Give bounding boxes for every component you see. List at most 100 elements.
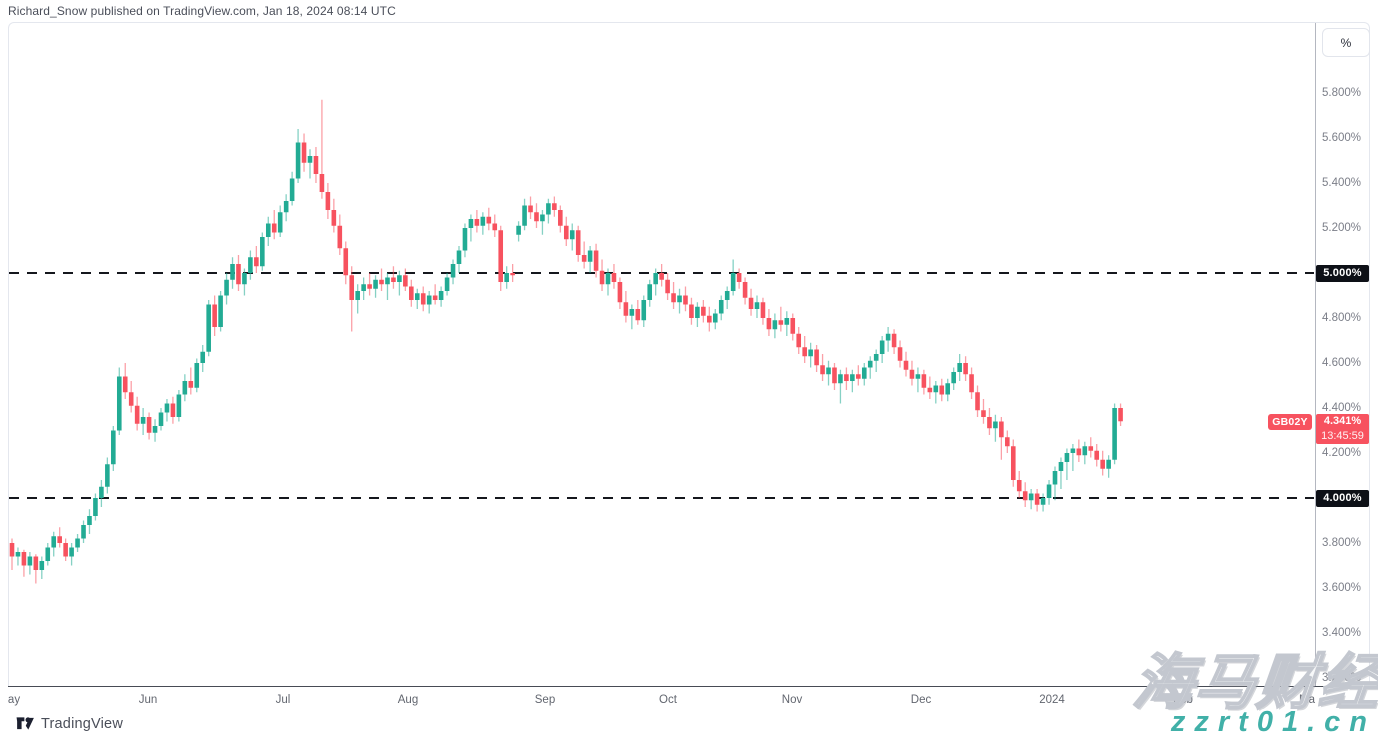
x-axis-label: Jun bbox=[138, 694, 158, 706]
candle-body bbox=[909, 369, 915, 379]
candle-body bbox=[653, 273, 658, 285]
candle-body bbox=[450, 264, 456, 278]
candle-body bbox=[1082, 446, 1088, 456]
y-axis-label: 3.800% bbox=[1322, 537, 1362, 549]
candle-body bbox=[69, 547, 74, 557]
candle-body bbox=[164, 403, 170, 413]
tradingview-logo[interactable]: TradingView bbox=[16, 714, 123, 733]
candle-body bbox=[1106, 459, 1111, 469]
candle-body bbox=[683, 295, 688, 305]
candle-body bbox=[75, 538, 80, 548]
watermark-url: zzrt01.cn bbox=[1170, 706, 1376, 738]
candle-body bbox=[856, 374, 861, 379]
candle-body bbox=[254, 257, 259, 267]
candle-body bbox=[1040, 498, 1046, 505]
candle-body bbox=[569, 230, 575, 240]
candle-body bbox=[695, 306, 700, 318]
candle-body bbox=[718, 300, 724, 314]
candle-body bbox=[730, 273, 736, 291]
candle-body bbox=[540, 214, 545, 222]
candle-body bbox=[480, 216, 486, 226]
candle-body bbox=[432, 295, 438, 300]
y-axis-label: 5.600% bbox=[1322, 132, 1362, 144]
candle-body bbox=[444, 277, 450, 291]
candle-body bbox=[9, 543, 15, 557]
y-axis-label: 5.400% bbox=[1322, 177, 1362, 189]
candle-body bbox=[963, 363, 968, 375]
tradingview-logo-text: TradingView bbox=[41, 715, 123, 732]
candle-body bbox=[617, 282, 623, 303]
candle-body bbox=[677, 295, 682, 303]
candle-body bbox=[844, 374, 849, 381]
y-axis-label: 3.600% bbox=[1322, 582, 1362, 594]
candle-body bbox=[623, 302, 629, 316]
candle-body bbox=[760, 302, 766, 318]
candle-body bbox=[63, 543, 68, 557]
candle-body bbox=[224, 279, 229, 296]
candle-body bbox=[93, 498, 98, 516]
y-axis-label: 4.200% bbox=[1322, 447, 1362, 459]
symbol-badge: GB02Y bbox=[1268, 413, 1312, 430]
candle-body bbox=[397, 275, 402, 282]
candle-body bbox=[188, 381, 194, 388]
candle-body bbox=[1094, 450, 1100, 460]
candle-body bbox=[1005, 437, 1010, 447]
candle-body bbox=[403, 275, 408, 287]
candle-body bbox=[581, 255, 587, 262]
candle-body bbox=[230, 264, 235, 280]
candle-body bbox=[546, 203, 551, 215]
candle-body bbox=[867, 360, 873, 368]
candle-body bbox=[1034, 493, 1040, 505]
y-axis-label: 4.400% bbox=[1322, 402, 1362, 414]
candle-body bbox=[647, 284, 653, 300]
percent-scale-button[interactable]: % bbox=[1322, 28, 1370, 57]
candle-body bbox=[194, 363, 200, 388]
candle-body bbox=[850, 374, 855, 381]
candle-body bbox=[516, 225, 521, 235]
candle-body bbox=[182, 381, 188, 395]
y-axis-label: 5.800% bbox=[1322, 87, 1362, 99]
candle-body bbox=[599, 270, 605, 285]
candle-body bbox=[27, 556, 33, 566]
candle-body bbox=[605, 273, 611, 285]
candle-body bbox=[1052, 471, 1058, 485]
candle-body bbox=[200, 351, 206, 363]
candle-body bbox=[1028, 493, 1034, 501]
candle-body bbox=[134, 405, 140, 424]
publish-attribution: Richard_Snow published on TradingView.co… bbox=[8, 4, 396, 18]
candle-body bbox=[1112, 408, 1117, 460]
candle-body bbox=[87, 516, 92, 525]
candle-body bbox=[301, 142, 307, 163]
candle-body bbox=[373, 279, 378, 289]
candle-body bbox=[748, 297, 754, 309]
y-axis-label: 5.200% bbox=[1322, 222, 1362, 234]
candle-body bbox=[724, 291, 730, 300]
x-axis-label: Jul bbox=[275, 694, 291, 706]
candle-body bbox=[307, 156, 313, 163]
y-axis-label: 4.600% bbox=[1322, 357, 1362, 369]
candle-body bbox=[426, 295, 432, 305]
candle-body bbox=[128, 392, 134, 406]
candle-body bbox=[587, 250, 593, 262]
candle-body bbox=[265, 223, 271, 237]
x-axis-label: Nov bbox=[781, 694, 803, 706]
candle-body bbox=[808, 349, 813, 357]
candle-body bbox=[1100, 459, 1105, 469]
candle-body bbox=[814, 349, 819, 366]
x-axis-label: Sep bbox=[534, 694, 556, 706]
candle-body bbox=[873, 354, 879, 361]
candle-body bbox=[659, 273, 664, 280]
candle-body bbox=[611, 273, 617, 282]
price-axis-separator bbox=[1315, 23, 1316, 686]
candle-body bbox=[39, 561, 45, 570]
candle-body bbox=[468, 219, 474, 228]
candle-body bbox=[414, 293, 420, 300]
candle-body bbox=[528, 205, 533, 213]
candle-body bbox=[152, 426, 158, 433]
candle-body bbox=[409, 286, 414, 300]
candle-body bbox=[689, 304, 694, 318]
candle-body bbox=[176, 394, 182, 417]
candle-body bbox=[558, 210, 563, 226]
candle-body bbox=[355, 291, 360, 300]
y-axis-label: 4.800% bbox=[1322, 312, 1362, 324]
